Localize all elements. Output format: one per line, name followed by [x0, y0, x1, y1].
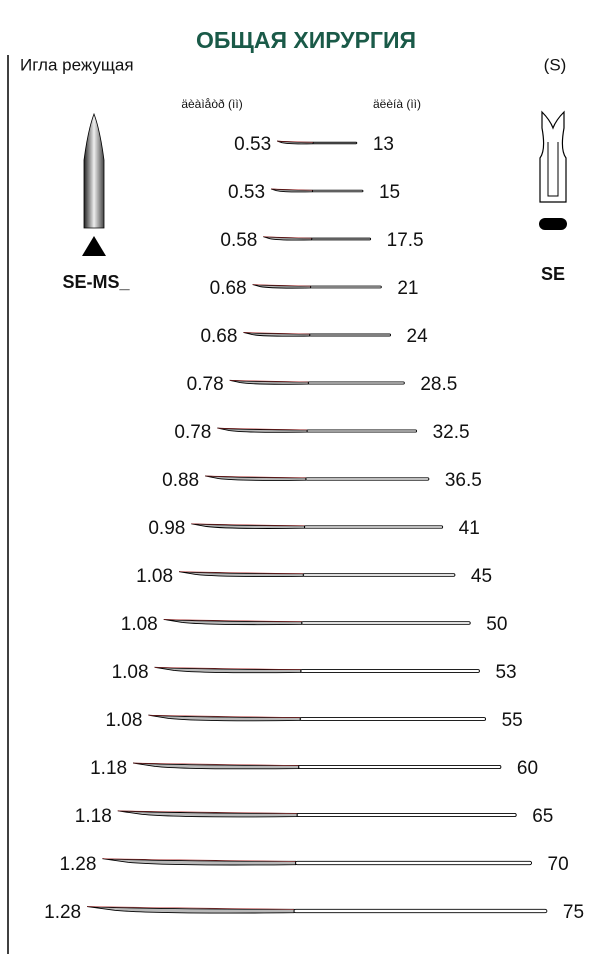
length-label: 75: [563, 902, 584, 923]
diameter-label: 0.98: [148, 518, 185, 539]
section-shape: [539, 218, 567, 230]
length-label: 65: [532, 806, 553, 827]
length-label: 50: [486, 614, 507, 635]
length-label: 28.5: [420, 374, 457, 395]
length-label: 55: [502, 710, 523, 731]
needle: [191, 523, 444, 529]
needle: [277, 140, 358, 145]
diameter-label: 0.53: [234, 134, 271, 155]
length-label: 24: [407, 326, 429, 347]
diameter-label: 1.08: [105, 710, 142, 731]
diameter-label: 1.08: [121, 614, 158, 635]
needle: [117, 810, 517, 818]
diameter-label: 0.88: [162, 470, 199, 491]
needle: [263, 236, 372, 241]
diameter-label: 1.18: [75, 806, 112, 827]
length-label: 60: [517, 758, 538, 779]
needle: [217, 427, 418, 433]
length-label: 32.5: [433, 422, 470, 443]
length-label: 17.5: [387, 230, 424, 251]
diameter-label: 1.28: [59, 854, 96, 875]
length-label: 13: [373, 134, 394, 155]
column-header: äèàìåòð (ìì): [181, 97, 242, 111]
needle: [205, 475, 430, 481]
column-header: äëèíà (ìì): [373, 97, 421, 111]
length-label: 53: [495, 662, 516, 683]
left-label: SE-MS_: [62, 272, 130, 292]
length-label: 15: [379, 182, 400, 203]
diameter-label: 0.58: [220, 230, 257, 251]
needle: [229, 379, 405, 385]
diameter-label: 1.28: [44, 902, 81, 923]
length-label: 41: [459, 518, 480, 539]
diameter-label: 1.08: [136, 566, 173, 587]
needle: [163, 619, 471, 626]
needle: [252, 284, 382, 289]
diameter-label: 1.08: [112, 662, 149, 683]
needle: [102, 858, 533, 866]
diameter-label: 0.78: [187, 374, 224, 395]
needle: [243, 331, 392, 337]
length-label: 45: [471, 566, 492, 587]
diameter-label: 0.53: [228, 182, 265, 203]
length-label: 70: [548, 854, 569, 875]
needle-point-icon: [83, 112, 105, 229]
length-label: 21: [397, 278, 418, 299]
needle: [87, 906, 548, 914]
needle: [178, 571, 456, 578]
diameter-label: 1.18: [90, 758, 127, 779]
needle-section-icon: [539, 110, 567, 203]
subtitle: Игла режущая: [20, 55, 134, 74]
diameter-label: 0.68: [200, 326, 237, 347]
needle: [148, 714, 487, 722]
diameter-label: 0.78: [174, 422, 211, 443]
right-label: SE: [541, 264, 565, 284]
needle: [133, 762, 502, 770]
length-label: 36.5: [445, 470, 482, 491]
needle-section-icon: [547, 142, 559, 197]
triangle-icon: [82, 236, 106, 256]
diameter-label: 0.68: [210, 278, 247, 299]
code: (S): [544, 55, 567, 74]
needle: [154, 666, 480, 674]
title: ОБЩАЯ ХИРУРГИЯ: [196, 27, 416, 53]
needle: [270, 188, 364, 193]
